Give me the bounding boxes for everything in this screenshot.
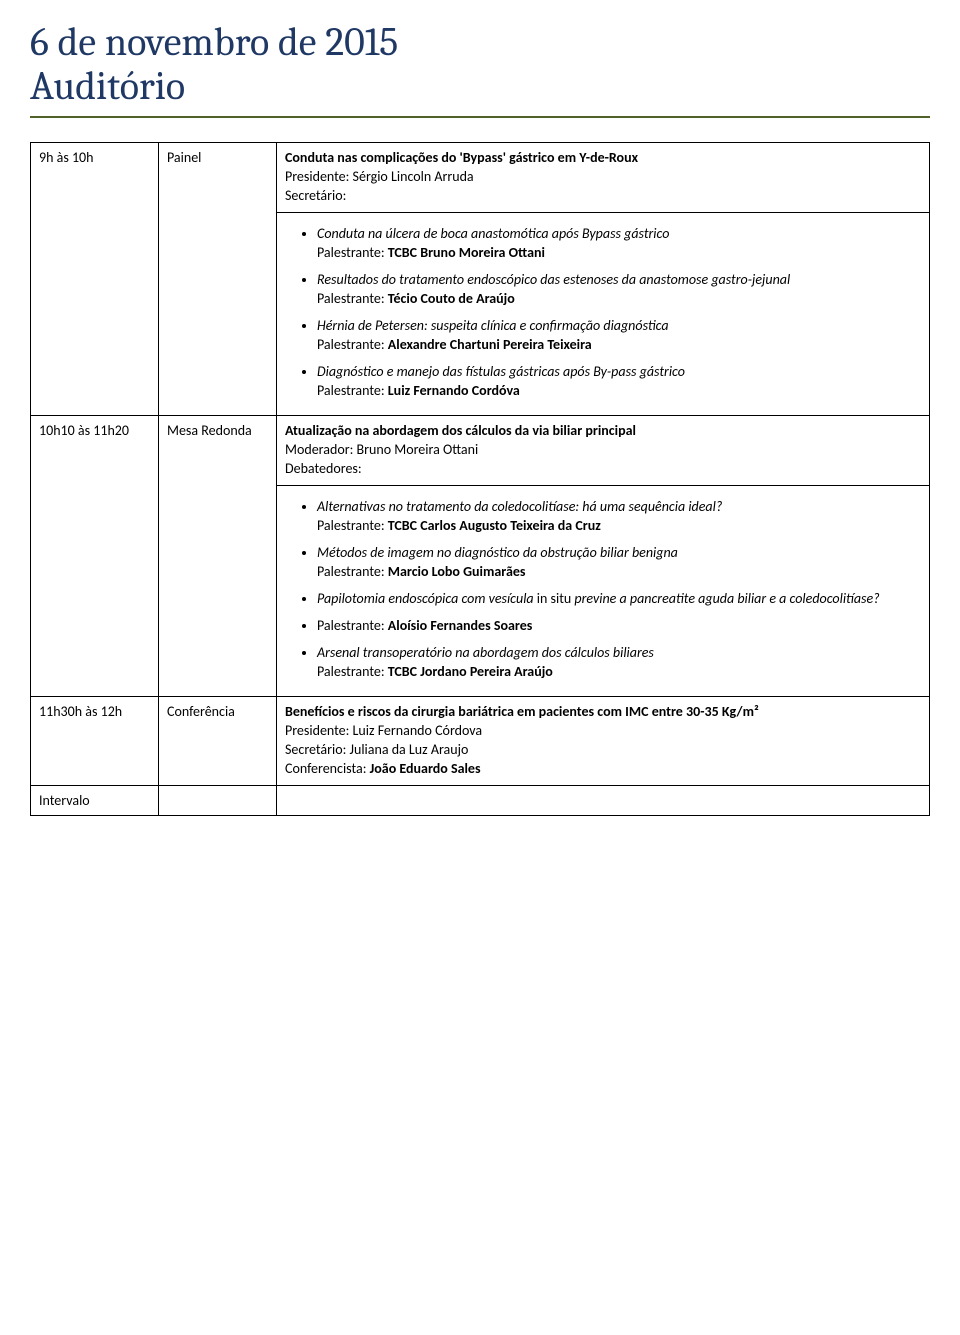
bullet-speaker: Palestrante: Luiz Fernando Cordóva — [317, 382, 921, 399]
list-item: Diagnóstico e manejo das fístulas gástri… — [317, 363, 921, 399]
intervalo-cell: Intervalo — [31, 786, 159, 816]
bullet-speaker: Palestrante: TCBC Carlos Augusto Teixeir… — [317, 517, 921, 534]
table-row: Intervalo — [31, 786, 930, 816]
header-line-2: Auditório — [30, 64, 930, 108]
bullet-speaker: Palestrante: Alexandre Chartuni Pereira … — [317, 336, 921, 353]
bullet-speaker: Palestrante: TCBC Bruno Moreira Ottani — [317, 244, 921, 261]
list-item: Alternativas no tratamento da coledocoli… — [317, 498, 921, 534]
secretario-line: Secretário: Juliana da Luz Araujo — [285, 741, 921, 758]
bullet-speaker: Palestrante: Técio Couto de Araújo — [317, 290, 921, 307]
bullet-topic: Métodos de imagem no diagnóstico da obst… — [317, 544, 921, 561]
list-item: Papilotomia endoscópica com vesícula in … — [317, 590, 921, 607]
desc-cell: Benefícios e riscos da cirurgia bariátri… — [277, 697, 930, 786]
document-header: 6 de novembro de 2015 Auditório — [30, 20, 930, 118]
time-cell: 9h às 10h — [31, 143, 159, 416]
time-cell: 10h10 às 11h20 — [31, 416, 159, 697]
moderador-line: Moderador: Bruno Moreira Ottani — [285, 441, 921, 458]
session-title: Benefícios e riscos da cirurgia bariátri… — [285, 703, 921, 720]
list-item: Hérnia de Petersen: suspeita clínica e c… — [317, 317, 921, 353]
bullet-speaker: Palestrante: Aloísio Fernandes Soares — [317, 617, 921, 634]
bullet-topic: Alternativas no tratamento da coledocoli… — [317, 498, 921, 515]
bullet-topic: Hérnia de Petersen: suspeita clínica e c… — [317, 317, 921, 334]
debatedores-line: Debatedores: — [285, 460, 921, 477]
list-item: Arsenal transoperatório na abordagem dos… — [317, 644, 921, 680]
header-line-1: 6 de novembro de 2015 — [30, 20, 930, 64]
bullet-speaker: Palestrante: TCBC Jordano Pereira Araújo — [317, 663, 921, 680]
table-row: 10h10 às 11h20 Mesa Redonda Atualização … — [31, 416, 930, 486]
list-item: Métodos de imagem no diagnóstico da obst… — [317, 544, 921, 580]
type-cell: Mesa Redonda — [159, 416, 277, 697]
bullet-speaker: Palestrante: Marcio Lobo Guimarães — [317, 563, 921, 580]
list-item: Resultados do tratamento endoscópico das… — [317, 271, 921, 307]
presidente-line: Presidente: Luiz Fernando Córdova — [285, 722, 921, 739]
bullet-topic: Conduta na úlcera de boca anastomótica a… — [317, 225, 921, 242]
empty-cell — [159, 786, 277, 816]
schedule-table: 9h às 10h Painel Conduta nas complicaçõe… — [30, 142, 930, 816]
empty-cell — [277, 786, 930, 816]
desc-cell: Atualização na abordagem dos cálculos da… — [277, 416, 930, 486]
table-row: 9h às 10h Painel Conduta nas complicaçõe… — [31, 143, 930, 213]
list-item: Palestrante: Aloísio Fernandes Soares — [317, 617, 921, 634]
conferencista-line: Conferencista: João Eduardo Sales — [285, 760, 921, 777]
presidente-line: Presidente: Sérgio Lincoln Arruda — [285, 168, 921, 185]
bullet-topic: Diagnóstico e manejo das fístulas gástri… — [317, 363, 921, 380]
bullet-topic: Resultados do tratamento endoscópico das… — [317, 271, 921, 288]
list-item: Conduta na úlcera de boca anastomótica a… — [317, 225, 921, 261]
bullet-topic: Papilotomia endoscópica com vesícula in … — [317, 590, 921, 607]
session-title: Conduta nas complicações do 'Bypass' gás… — [285, 149, 921, 166]
time-cell: 11h30h às 12h — [31, 697, 159, 786]
table-row: 11h30h às 12h Conferência Benefícios e r… — [31, 697, 930, 786]
type-cell: Conferência — [159, 697, 277, 786]
type-cell: Painel — [159, 143, 277, 416]
bullets-cell: Alternativas no tratamento da coledocoli… — [277, 486, 930, 697]
session-title: Atualização na abordagem dos cálculos da… — [285, 422, 921, 439]
bullets-cell: Conduta na úlcera de boca anastomótica a… — [277, 213, 930, 416]
desc-cell: Conduta nas complicações do 'Bypass' gás… — [277, 143, 930, 213]
secretario-line: Secretário: — [285, 187, 921, 204]
bullet-topic: Arsenal transoperatório na abordagem dos… — [317, 644, 921, 661]
